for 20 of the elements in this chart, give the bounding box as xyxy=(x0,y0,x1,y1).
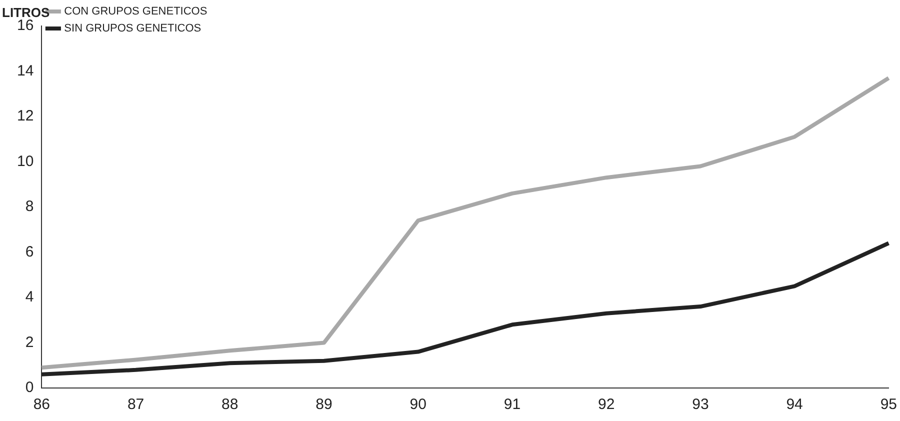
x-tick-label: 95 xyxy=(880,396,897,414)
legend-label: SIN GRUPOS GENETICOS xyxy=(64,22,202,35)
x-tick-label: 88 xyxy=(222,396,238,414)
y-tick-label: 6 xyxy=(25,243,34,260)
x-tick-label: 94 xyxy=(786,396,803,414)
x-tick-label: 91 xyxy=(504,396,521,414)
x-tick-label: 92 xyxy=(598,396,615,414)
legend-label: CON GRUPOS GENETICOS xyxy=(64,6,208,18)
y-tick-label: 2 xyxy=(25,334,34,351)
y-tick-label: 8 xyxy=(25,198,34,216)
x-tick-label: 86 xyxy=(33,396,50,414)
x-tick-label: 93 xyxy=(692,396,709,414)
y-tick-label: 0 xyxy=(25,379,34,396)
y-tick-label: 10 xyxy=(16,152,34,170)
y-tick-label: 4 xyxy=(25,288,34,306)
x-tick-label: 89 xyxy=(316,396,332,414)
y-tick-label: 12 xyxy=(16,108,34,125)
y-tick-label: 14 xyxy=(16,62,34,80)
x-tick-label: 87 xyxy=(127,396,144,414)
x-tick-label: 90 xyxy=(410,396,426,414)
